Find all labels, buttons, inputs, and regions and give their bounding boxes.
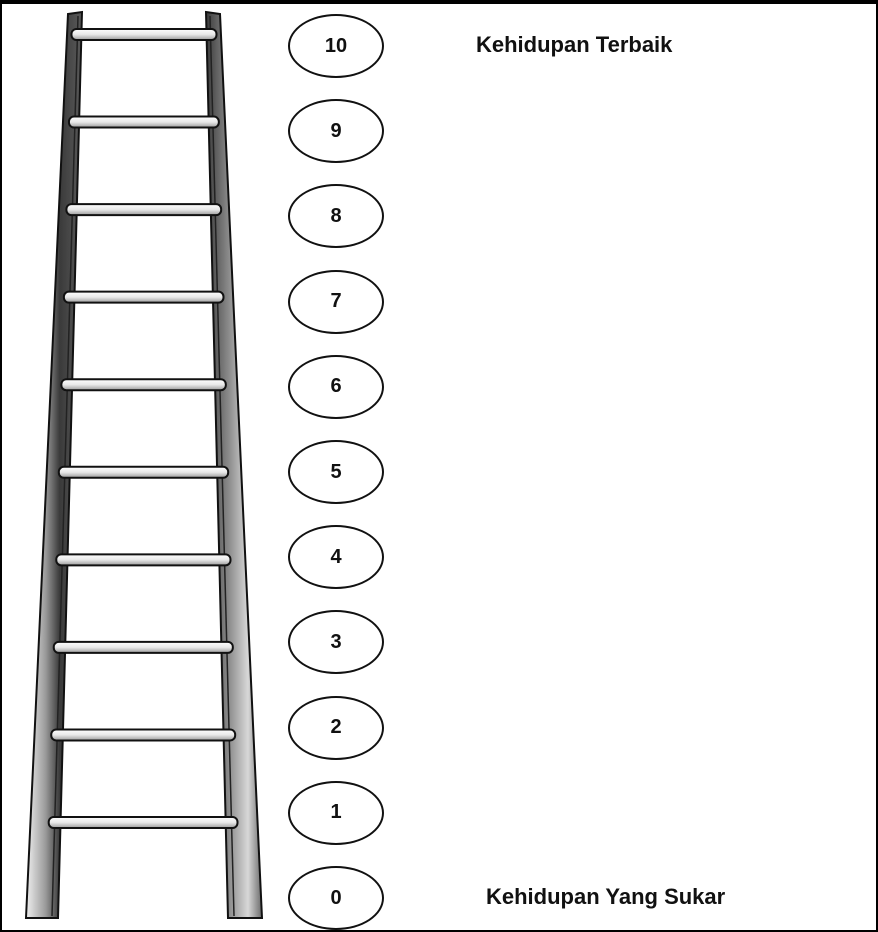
scale-step-1: 1 — [288, 780, 384, 845]
ladder-rung — [65, 203, 223, 217]
ladder-right-rail — [204, 10, 264, 919]
scale-step-7: 7 — [288, 269, 384, 334]
ladder-rung — [57, 465, 230, 479]
scale-step-10: 10 — [288, 14, 384, 78]
scale-step-8: 8 — [288, 184, 384, 249]
ladder-rung — [47, 816, 239, 829]
ladder-rung — [70, 28, 218, 41]
label-hard-life: Kehidupan Yang Sukar — [486, 884, 726, 909]
ladder-rung — [67, 115, 220, 129]
ladder-rung — [50, 728, 237, 742]
ladder-rung — [60, 378, 227, 392]
ladder-scale-canvas: 10 9 8 7 6 5 4 3 2 1 0 Kehidupan Terbaik Kehidupan… — [2, 4, 876, 930]
scale-step-0: 0 — [288, 866, 384, 930]
scale-step-2: 2 — [288, 695, 384, 760]
label-best-life: Kehidupan Terbaik — [476, 32, 673, 57]
ladder-illustration — [24, 10, 264, 919]
ladder-rung — [62, 290, 225, 304]
ladder-rungs — [47, 28, 239, 829]
scale-step-9: 9 — [288, 99, 384, 164]
ladder-rung — [55, 553, 232, 567]
ladder-left-rail — [24, 10, 84, 919]
ladder-rung — [52, 640, 234, 654]
scale-step-5: 5 — [288, 440, 384, 504]
scale-step-3: 3 — [288, 610, 384, 675]
scale-step-4: 4 — [288, 525, 384, 590]
scale-step-6: 6 — [288, 354, 384, 419]
